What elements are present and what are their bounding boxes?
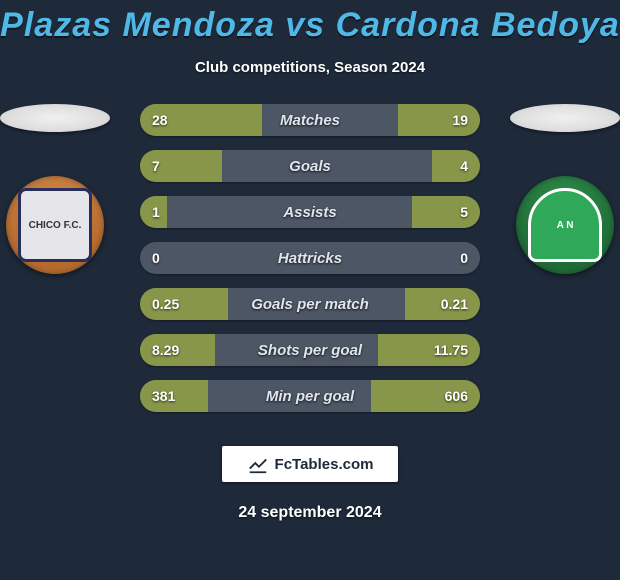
- arena: CHICO F.C. A N 2819Matches 74Goals 15Assis…: [0, 104, 620, 424]
- club-badge-right-label: A N: [528, 188, 602, 262]
- stat-label: Matches: [140, 104, 480, 136]
- player-right: A N: [505, 104, 620, 274]
- stat-row: 8.2911.75Shots per goal: [140, 334, 480, 366]
- brand-badge: FcTables.com: [222, 446, 398, 482]
- club-badge-left: CHICO F.C.: [6, 176, 104, 274]
- stats-column: 2819Matches 74Goals 15Assists 00Hattricks 0.…: [140, 104, 480, 426]
- stat-label: Min per goal: [140, 380, 480, 412]
- player-left: CHICO F.C.: [0, 104, 115, 274]
- stat-label: Goals per match: [140, 288, 480, 320]
- club-badge-left-label: CHICO F.C.: [18, 188, 92, 262]
- stat-row: 381606Min per goal: [140, 380, 480, 412]
- stat-row: 15Assists: [140, 196, 480, 228]
- stat-row: 74Goals: [140, 150, 480, 182]
- stat-label: Goals: [140, 150, 480, 182]
- stat-label: Shots per goal: [140, 334, 480, 366]
- brand-text: FcTables.com: [275, 456, 374, 473]
- page-title: Plazas Mendoza vs Cardona Bedoya: [0, 0, 620, 45]
- stat-row: 2819Matches: [140, 104, 480, 136]
- subtitle: Club competitions, Season 2024: [0, 59, 620, 76]
- stat-row: 0.250.21Goals per match: [140, 288, 480, 320]
- player-placeholder-left: [0, 104, 110, 132]
- club-badge-right: A N: [516, 176, 614, 274]
- player-placeholder-right: [510, 104, 620, 132]
- date-text: 24 september 2024: [0, 504, 620, 522]
- stat-label: Assists: [140, 196, 480, 228]
- stat-label: Hattricks: [140, 242, 480, 274]
- stat-row: 00Hattricks: [140, 242, 480, 274]
- chart-icon: [247, 453, 269, 475]
- comparison-card: Plazas Mendoza vs Cardona Bedoya Club co…: [0, 0, 620, 580]
